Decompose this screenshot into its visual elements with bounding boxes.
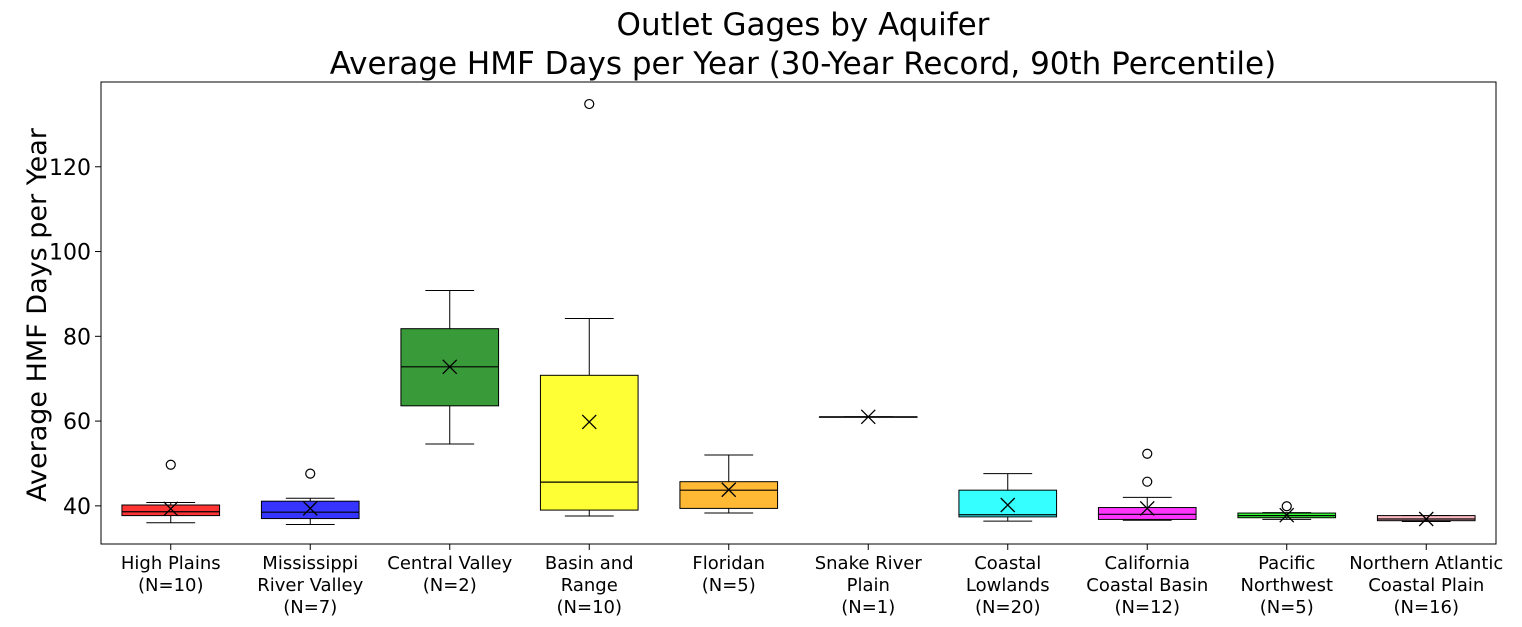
box-iqr xyxy=(121,504,221,517)
x-tick-label-line: California xyxy=(1105,553,1190,574)
x-tick-label-line: Central Valley xyxy=(387,553,512,574)
outlier-point xyxy=(1142,476,1153,487)
x-tick-label: Pacific Northwest (N=5) xyxy=(1240,553,1333,618)
box-iqr xyxy=(260,500,360,520)
outlier-point xyxy=(165,459,176,470)
x-tick-label-line: Mississippi xyxy=(262,553,358,574)
x-tick-label: Northern Atlantic Coastal Plain (N=16) xyxy=(1349,553,1503,618)
chart-title-line1: Outlet Gages by Aquifer xyxy=(617,7,990,43)
y-axis-label: Average HMF Days per Year xyxy=(22,127,53,502)
mean-marker xyxy=(1418,511,1434,527)
x-tick-label: Central Valley (N=2) xyxy=(387,553,512,596)
x-tick-label-line: Floridan xyxy=(692,553,765,574)
x-tick-label: Coastal Lowlands (N=20) xyxy=(966,553,1050,618)
box-iqr xyxy=(958,489,1058,518)
outlier-point xyxy=(584,98,595,110)
mean-marker xyxy=(581,414,597,430)
y-tick-label: 100 xyxy=(49,241,91,266)
outlier-point xyxy=(1281,501,1292,512)
mean-marker xyxy=(163,501,179,517)
x-tick-label-line: (N=5) xyxy=(702,575,756,596)
x-tick-label: Basin and Range (N=10) xyxy=(545,553,634,618)
x-tick-label-line: (N=12) xyxy=(1115,597,1181,618)
x-tick-label: Snake River Plain (N=1) xyxy=(815,553,923,618)
box-iqr xyxy=(679,481,779,509)
mean-marker xyxy=(860,409,876,425)
x-tick-label-line: (N=5) xyxy=(1260,597,1314,618)
x-tick-label-line: Lowlands xyxy=(966,575,1050,596)
mean-marker xyxy=(1139,500,1155,516)
x-tick-label-line: (N=10) xyxy=(138,575,204,596)
x-tick-label-line: Snake River xyxy=(815,553,923,574)
x-tick-label-line: River Valley xyxy=(257,575,363,596)
x-tick-label-line: Pacific xyxy=(1258,553,1315,574)
x-tick-label-line: Range xyxy=(561,575,618,596)
x-tick-label: California Coastal Basin (N=12) xyxy=(1086,553,1208,618)
chart-title-line2: Average HMF Days per Year (30-Year Recor… xyxy=(330,46,1276,82)
x-tick-label-line: (N=7) xyxy=(283,597,337,618)
y-tick-label: 120 xyxy=(49,156,91,181)
mean-marker xyxy=(721,482,737,498)
x-tick-label-line: Coastal xyxy=(974,553,1041,574)
plot-frame xyxy=(100,81,1497,545)
mean-marker xyxy=(1279,507,1295,523)
x-tick-label-line: (N=1) xyxy=(841,597,895,618)
x-tick-label-line: Northern Atlantic xyxy=(1349,553,1503,574)
x-tick-label: High Plains (N=10) xyxy=(121,553,221,596)
x-tick-label-line: (N=10) xyxy=(557,597,623,618)
x-tick-label-line: Basin and xyxy=(545,553,634,574)
x-tick-label-line: Plain xyxy=(847,575,890,596)
outlier-point xyxy=(1142,448,1153,459)
x-tick-label-line: Northwest xyxy=(1240,575,1333,596)
y-tick-label: 80 xyxy=(63,325,91,350)
box-iqr xyxy=(539,374,639,511)
y-tick-label: 60 xyxy=(63,410,91,435)
y-tick-label: 40 xyxy=(63,495,91,520)
x-tick-label-line: (N=16) xyxy=(1394,597,1460,618)
outlier-point xyxy=(305,468,316,479)
x-tick-label-line: Coastal Plain xyxy=(1368,575,1484,596)
mean-marker xyxy=(302,500,318,516)
mean-marker xyxy=(442,359,458,375)
x-tick-label: Floridan (N=5) xyxy=(692,553,765,596)
box-iqr xyxy=(1097,507,1197,520)
x-tick-label-line: (N=20) xyxy=(975,597,1041,618)
x-tick-label-line: Coastal Basin xyxy=(1086,575,1208,596)
x-tick-label-line: High Plains xyxy=(121,553,221,574)
x-tick-label: Mississippi River Valley (N=7) xyxy=(257,553,363,618)
x-tick-label-line: (N=2) xyxy=(423,575,477,596)
mean-marker xyxy=(1000,497,1016,513)
